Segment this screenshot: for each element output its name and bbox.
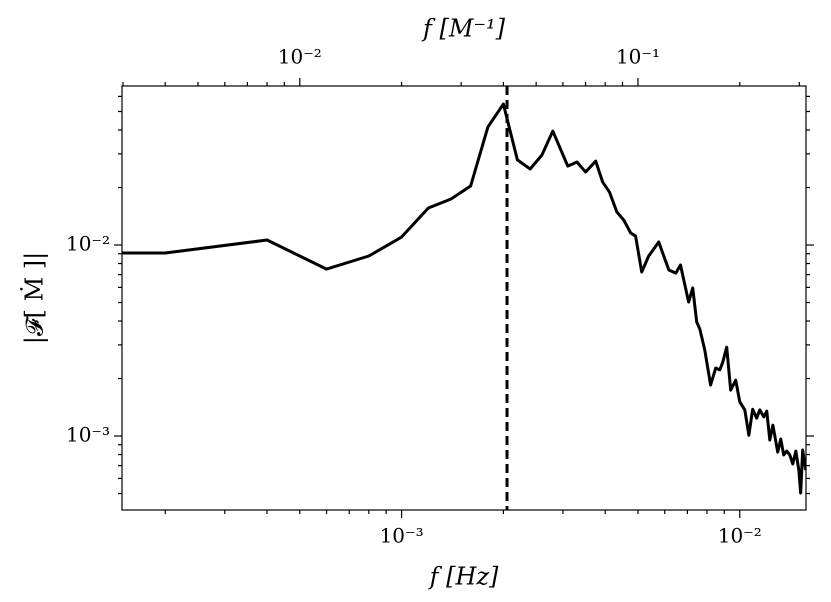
y-tick-label: 10⁻³ <box>66 423 110 447</box>
x-axis-label: f [Hz] <box>428 563 499 591</box>
x2-tick-label: 10⁻¹ <box>616 45 660 69</box>
x-tick-label: 10⁻² <box>718 524 762 548</box>
x2-tick-label: 10⁻² <box>278 45 322 69</box>
y-axis-label: |𝓕[ Ṁ ]| <box>20 252 50 344</box>
x2-axis-label: f [M⁻¹] <box>421 15 506 43</box>
y-tick-label: 10⁻² <box>66 232 110 256</box>
x-tick-label: 10⁻³ <box>380 524 424 548</box>
data-line <box>122 102 806 495</box>
plot-frame <box>121 85 807 511</box>
